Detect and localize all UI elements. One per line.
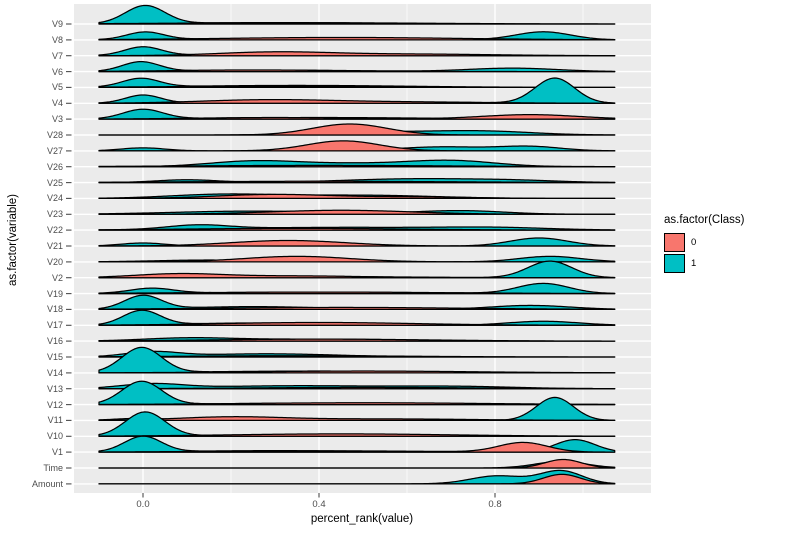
density-V13-class0 (98, 386, 616, 390)
legend-label-class-0: 0 (691, 237, 697, 248)
density-V17-class0 (98, 321, 616, 326)
density-V9-class0 (98, 22, 616, 25)
y-tick-label-V14: V14 (46, 367, 63, 378)
y-tick-label-V3: V3 (51, 114, 63, 125)
y-tick-label-V12: V12 (46, 399, 63, 410)
x-axis-title: percent_rank(value) (310, 513, 414, 525)
density-V24-class0 (98, 193, 616, 200)
y-tick-label-V18: V18 (46, 304, 63, 315)
y-tick-label-V8: V8 (51, 34, 63, 45)
density-V16-class0 (98, 338, 616, 342)
density-V2-class0 (98, 272, 616, 279)
y-tick-label-V25: V25 (46, 177, 63, 188)
y-tick-label-V9: V9 (51, 19, 63, 29)
y-tick-label-V26: V26 (46, 161, 63, 172)
density-V25-class0 (98, 180, 616, 184)
y-tick-label-V23: V23 (46, 209, 63, 220)
density-V28-class0 (98, 123, 616, 136)
density-V21-class0 (98, 239, 616, 247)
y-tick-label-V22: V22 (46, 225, 63, 236)
density-V3-class0 (98, 114, 616, 120)
legend-label-class-1: 1 (691, 258, 697, 269)
density-V10-class0 (98, 433, 616, 437)
y-tick-label-V2: V2 (51, 272, 63, 283)
density-V8-class0 (98, 36, 616, 41)
legend-title: as.factor(Class) (664, 214, 745, 226)
y-tick-label-V13: V13 (46, 383, 63, 394)
y-tick-label-V1: V1 (51, 447, 63, 458)
y-tick-label-V21: V21 (46, 240, 63, 251)
y-tick-label-Time: Time (43, 462, 63, 473)
density-V14-class0 (98, 370, 616, 374)
y-tick-label-V20: V20 (46, 256, 63, 267)
density-V27-class0 (98, 140, 616, 152)
density-Time-class0 (98, 458, 616, 469)
x-tick-label-0.0: 0.0 (136, 499, 150, 510)
y-tick-label-V16: V16 (46, 336, 63, 347)
y-tick-label-V15: V15 (46, 351, 63, 362)
density-V7-class0 (98, 51, 616, 57)
y-tick-label-V6: V6 (51, 66, 63, 77)
y-axis-title: as.factor(variable) (7, 193, 19, 287)
x-tick-label-0.4: 0.4 (312, 499, 326, 510)
y-tick-label-V10: V10 (46, 431, 63, 442)
y-tick-label-V27: V27 (46, 145, 63, 156)
density-V15-class0 (98, 355, 616, 358)
x-tick-label-0.8: 0.8 (488, 499, 502, 510)
y-tick-label-V4: V4 (51, 98, 63, 109)
density-V6-class0 (98, 69, 616, 73)
y-tick-label-V11: V11 (47, 415, 63, 426)
y-tick-label-V24: V24 (46, 193, 63, 204)
legend-key-0: 0 (664, 233, 745, 252)
y-tick-label-V5: V5 (51, 82, 63, 93)
y-tick-label-V7: V7 (51, 50, 63, 61)
density-V23-class0 (98, 209, 616, 215)
density-V4-class0 (98, 98, 616, 104)
y-tick-label-V19: V19 (46, 288, 63, 299)
y-tick-label-Amount: Amount (31, 478, 63, 489)
legend-swatch-class-0 (664, 233, 685, 252)
density-Amount-class0 (98, 473, 616, 485)
density-V20-class0 (98, 255, 616, 263)
density-V11-class0 (98, 416, 616, 422)
density-V18-class0 (98, 306, 616, 311)
y-tick-label-V17: V17 (46, 320, 63, 331)
density-V22-class0 (98, 227, 616, 231)
y-tick-label-V28: V28 (46, 129, 63, 140)
density-V26-class0 (98, 164, 616, 168)
density-V12-class0 (98, 402, 616, 406)
legend-swatch-class-1 (664, 254, 685, 273)
density-V19-class0 (98, 291, 616, 295)
density-V5-class0 (98, 85, 616, 89)
legend-key-1: 1 (664, 254, 745, 273)
density-V1-class0 (98, 441, 616, 453)
